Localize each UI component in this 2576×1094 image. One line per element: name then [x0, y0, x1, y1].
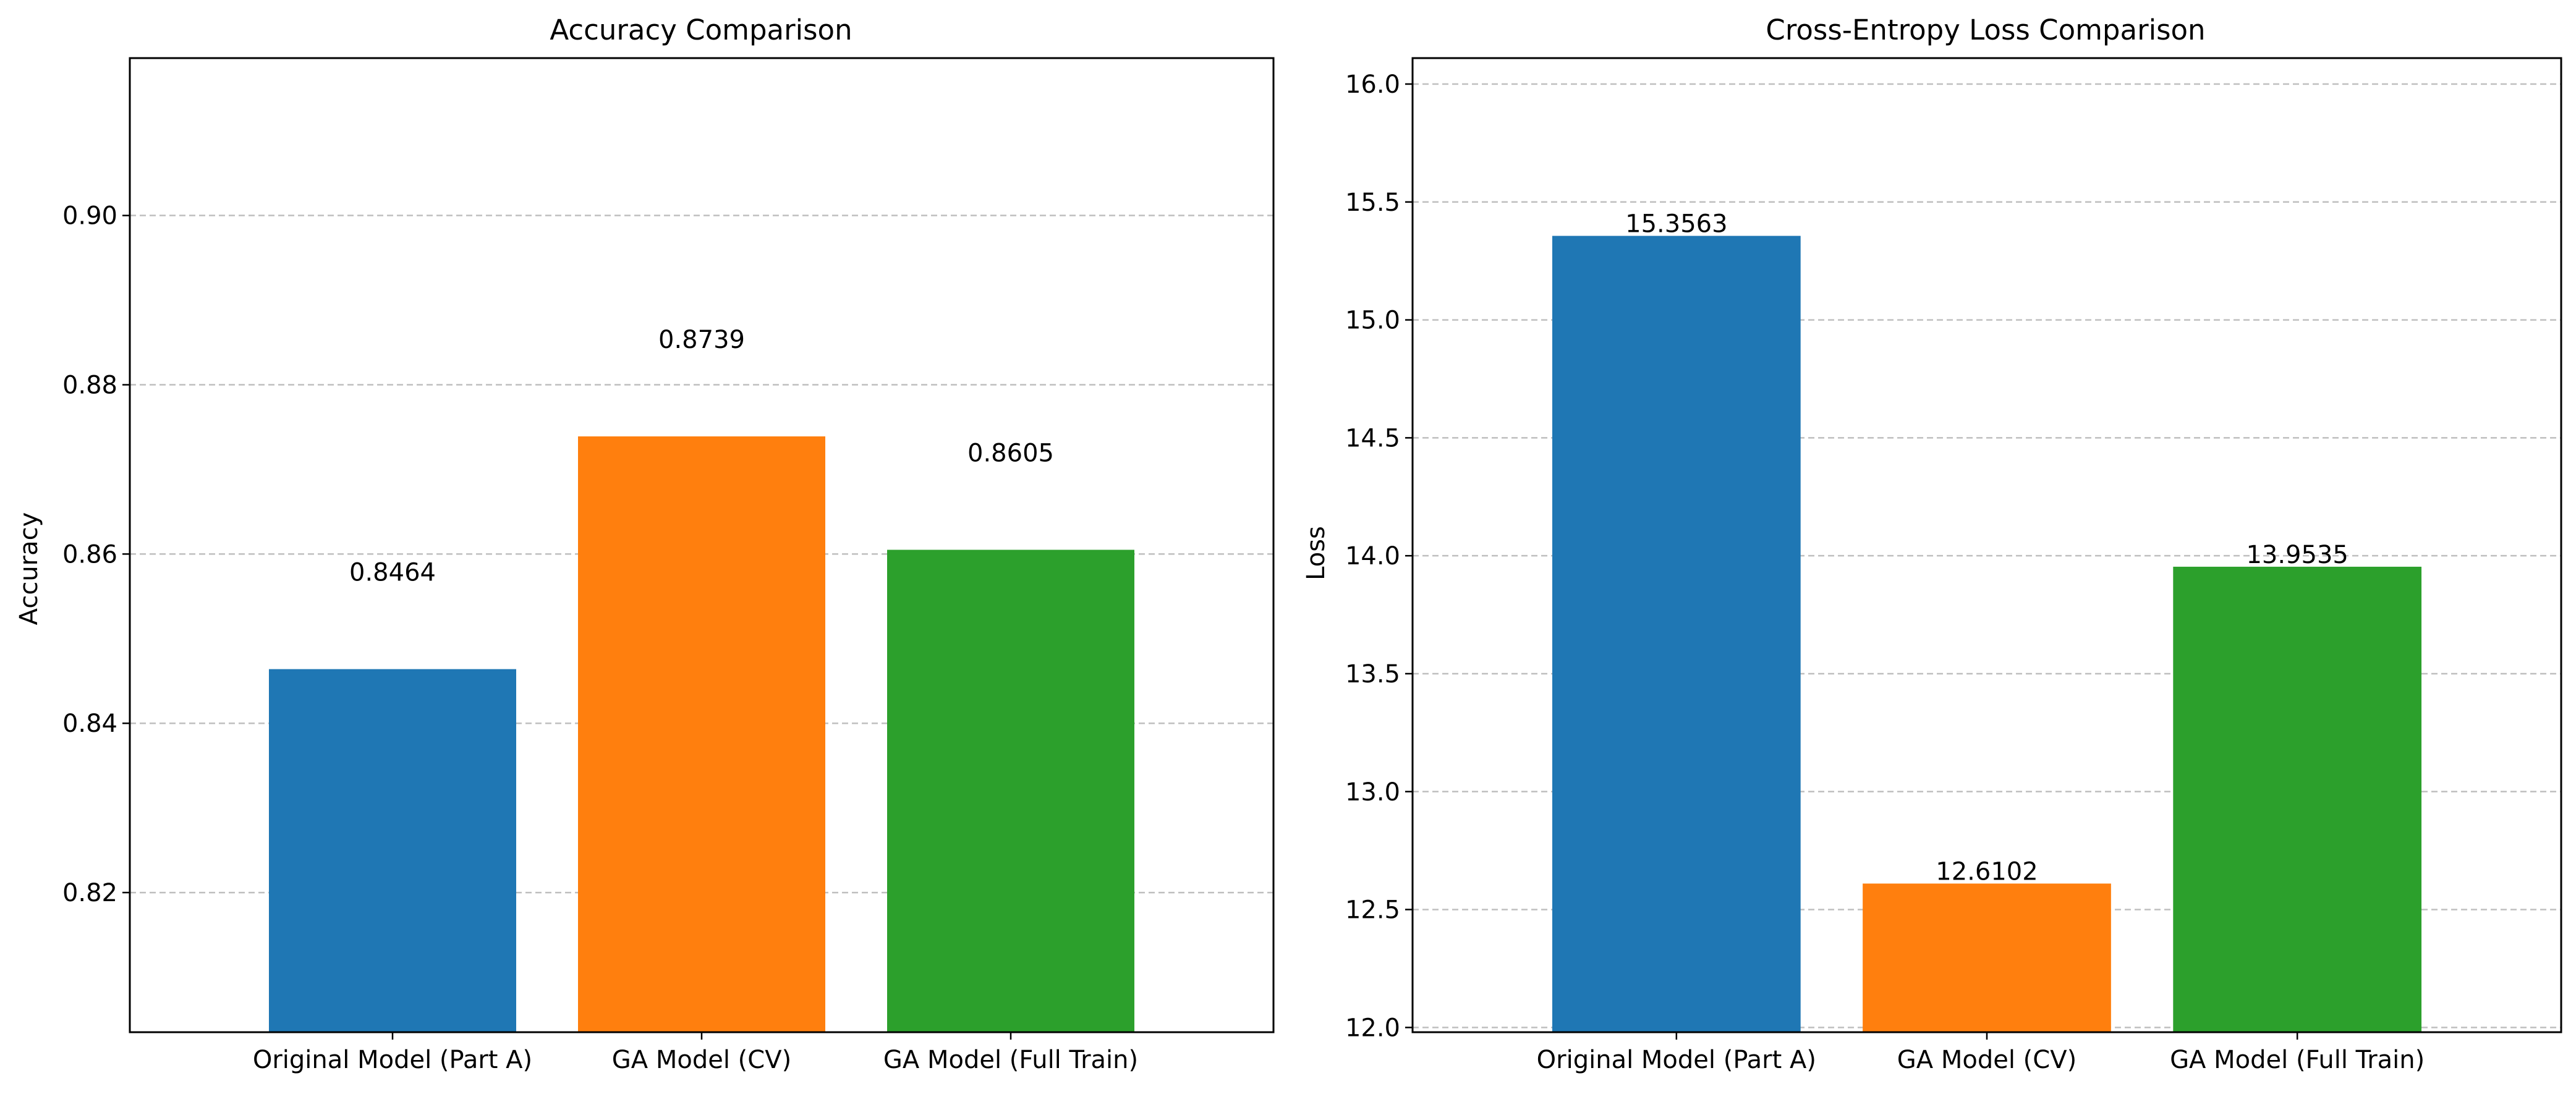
bars: [1552, 235, 2422, 1032]
y-tick-label: 0.84: [62, 710, 117, 738]
y-tick-label: 16.0: [1345, 70, 1400, 99]
data-label: 12.6102: [1936, 858, 2038, 886]
y-axis-ticks: 0.82 0.84 0.86 0.88 0.90: [62, 202, 130, 907]
y-tick-label: 15.5: [1345, 189, 1400, 217]
x-tick-label: GA Model (Full Train): [2170, 1046, 2425, 1074]
x-tick-label: GA Model (CV): [1897, 1046, 2077, 1074]
value-labels: 15.3563 12.6102 13.9535: [1625, 210, 2349, 886]
chart-title: Accuracy Comparison: [550, 14, 852, 46]
bar: [1552, 235, 1801, 1032]
y-tick-label: 13.5: [1345, 660, 1400, 689]
x-tick-label: GA Model (CV): [612, 1046, 791, 1074]
x-tick-label: GA Model (Full Train): [883, 1046, 1138, 1074]
y-axis-ticks: 12.0 12.5 13.0 13.5 14.0 14.5 15.0 15.5 16.0: [1345, 70, 1413, 1042]
bar: [269, 669, 516, 1032]
bar: [2173, 566, 2422, 1032]
y-tick-label: 0.88: [62, 371, 117, 400]
chart-title: Cross-Entropy Loss Comparison: [1766, 14, 2205, 46]
y-tick-label: 15.0: [1345, 307, 1400, 335]
y-axis-label: Loss: [1302, 526, 1330, 580]
x-axis-ticks: Original Model (Part A) GA Model (CV) GA M…: [253, 1032, 1138, 1074]
y-tick-label: 0.82: [62, 879, 117, 907]
loss-chart: Cross-Entropy Loss Comparison Loss 15.35…: [1302, 14, 2562, 1074]
y-tick-label: 12.0: [1345, 1014, 1400, 1042]
data-label: 0.8605: [967, 439, 1054, 468]
x-tick-label: Original Model (Part A): [253, 1046, 532, 1074]
y-tick-label: 14.5: [1345, 424, 1400, 452]
y-tick-label: 14.0: [1345, 542, 1400, 570]
data-label: 15.3563: [1625, 210, 1727, 239]
value-labels: 0.8464 0.8739 0.8605: [349, 326, 1054, 587]
y-tick-label: 0.90: [62, 202, 117, 231]
x-axis-ticks: Original Model (Part A) GA Model (CV) GA M…: [1537, 1032, 2425, 1074]
bars: [269, 436, 1134, 1032]
bar: [578, 436, 825, 1032]
data-label: 0.8464: [349, 559, 436, 587]
bar: [887, 549, 1134, 1032]
y-axis-label: Accuracy: [15, 512, 43, 625]
bar: [1863, 883, 2111, 1032]
data-label: 13.9535: [2246, 541, 2348, 569]
x-tick-label: Original Model (Part A): [1537, 1046, 1816, 1074]
y-tick-label: 13.0: [1345, 778, 1400, 807]
data-label: 0.8739: [658, 326, 745, 354]
accuracy-chart: Accuracy Comparison Accuracy 0.8464 0.873…: [15, 14, 1275, 1074]
y-tick-label: 0.86: [62, 540, 117, 569]
y-tick-label: 12.5: [1345, 896, 1400, 925]
